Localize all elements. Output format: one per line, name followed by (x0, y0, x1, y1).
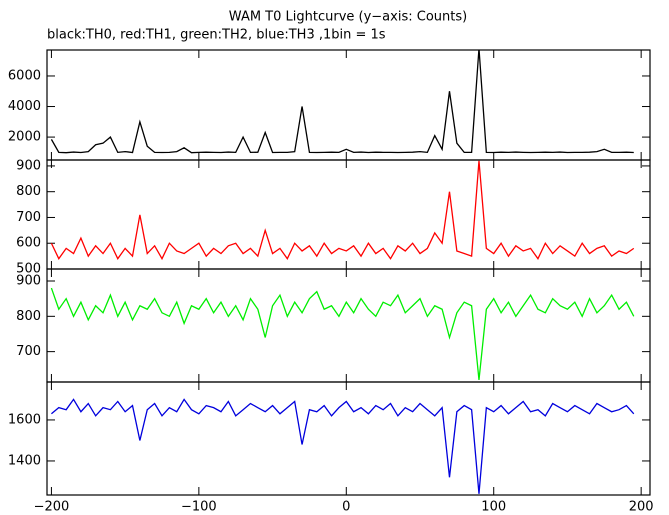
y-tick-label: 1400 (8, 453, 41, 468)
y-tick-label: 900 (16, 274, 41, 289)
x-tick-label: 200 (629, 500, 654, 515)
panel-frame (46, 268, 651, 383)
y-tick-label: 500 (16, 262, 41, 277)
y-tick-label: 800 (16, 309, 41, 324)
lightcurve (51, 398, 635, 494)
panel-frame (46, 159, 651, 270)
y-tick-label: 1600 (8, 412, 41, 427)
y-tick-label: 900 (16, 158, 41, 173)
y-tick-label: 700 (16, 344, 41, 359)
lightcurve (50, 50, 634, 154)
panel-frame (46, 381, 651, 496)
chart-subtitle: black:TH0, red:TH1, green:TH2, blue:TH3 … (47, 28, 386, 43)
y-tick-label: 800 (16, 184, 41, 199)
y-tick-label: 600 (16, 236, 41, 251)
y-tick-label: 700 (16, 210, 41, 225)
y-tick-label: 4000 (8, 99, 41, 114)
y-tick-label: 6000 (8, 68, 41, 83)
lightcurve (50, 287, 635, 380)
x-tick-label: −200 (34, 500, 70, 515)
panel-frame (46, 49, 651, 161)
x-tick-label: −100 (181, 500, 217, 515)
x-tick-label: 100 (481, 500, 506, 515)
y-tick-label: 2000 (8, 130, 41, 145)
lightcurve (50, 160, 635, 261)
chart-title: WAM T0 Lightcurve (y−axis: Counts) (229, 10, 467, 25)
x-tick-label: 0 (342, 500, 350, 515)
